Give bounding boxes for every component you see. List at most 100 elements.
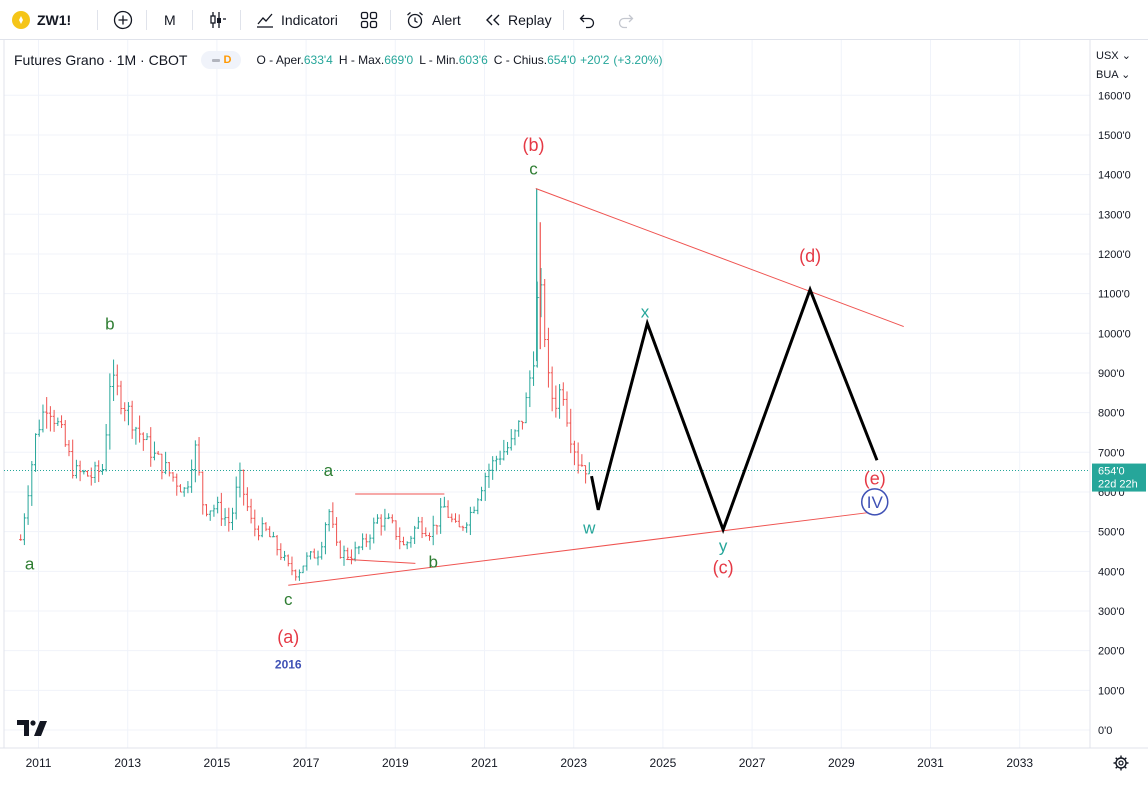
- wave-label[interactable]: (e): [864, 468, 886, 488]
- wave-label[interactable]: 2016: [275, 658, 302, 672]
- time-tick-label: 2015: [204, 756, 231, 770]
- data-status-badge[interactable]: D: [201, 51, 242, 69]
- wave-label[interactable]: (a): [277, 627, 299, 647]
- wave-label[interactable]: (b): [523, 135, 545, 155]
- change-percent: (+3.20%): [613, 53, 663, 67]
- wave-label[interactable]: a: [324, 461, 334, 480]
- last-price-tag-bg: [1092, 463, 1146, 492]
- undo-button[interactable]: [578, 0, 596, 40]
- wave-label[interactable]: a: [25, 554, 35, 573]
- chevron-down-icon: ⌄: [1121, 50, 1131, 62]
- unit-label: BUA: [1096, 69, 1119, 81]
- symbol-selector[interactable]: ZW1!: [12, 0, 71, 40]
- high-label: H - Max.: [338, 53, 385, 67]
- chart-type-button[interactable]: [208, 0, 228, 40]
- time-tick-label: 2027: [739, 756, 766, 770]
- status-dot-icon: [211, 58, 220, 62]
- plus-circle-icon: [113, 10, 133, 30]
- replay-button[interactable]: Replay: [484, 0, 552, 40]
- unit-selector[interactable]: BUA ⌄: [1096, 68, 1130, 81]
- projected-wave-path[interactable]: [590, 285, 879, 535]
- settings-gear-icon[interactable]: [1113, 755, 1129, 771]
- redo-icon: [618, 14, 634, 29]
- wave-label[interactable]: IV: [867, 493, 884, 512]
- price-tick-label: 500'0: [1098, 527, 1125, 539]
- wave-circle-marker: [861, 488, 889, 516]
- price-tick-label: 300'0: [1098, 606, 1125, 618]
- time-tick-label: 2013: [114, 756, 141, 770]
- candlestick-series: [4, 188, 1090, 581]
- chart-legend: Futures Grano · 1M · CBOT D O - Aper. 63…: [14, 50, 662, 70]
- open-value: 633'4: [303, 53, 333, 67]
- tradingview-logo: [17, 720, 47, 736]
- price-tick-label: 1600'0: [1098, 90, 1131, 102]
- toolbar-divider: [146, 10, 147, 30]
- low-value: 603'6: [458, 53, 488, 67]
- toolbar-divider: [97, 10, 98, 30]
- price-tick-label: 400'0: [1098, 566, 1125, 578]
- redo-button[interactable]: [617, 0, 635, 40]
- time-tick-label: 2017: [293, 756, 320, 770]
- price-tick-label: 700'0: [1098, 447, 1125, 459]
- high-value: 669'0: [384, 53, 414, 67]
- wave-label[interactable]: (d): [799, 246, 821, 266]
- chart-grid: [4, 40, 1090, 748]
- price-axis[interactable]: 0'0100'0200'0300'0400'0500'0600'0700'080…: [1092, 90, 1146, 737]
- wave-label[interactable]: b: [428, 552, 437, 571]
- grid-icon: [360, 11, 378, 29]
- wave-label[interactable]: x: [641, 302, 650, 321]
- trendline[interactable]: [346, 558, 416, 564]
- time-tick-label: 2025: [650, 756, 677, 770]
- indicators-button[interactable]: Indicatori: [255, 0, 338, 40]
- trendline[interactable]: [288, 511, 875, 586]
- time-tick-label: 2023: [560, 756, 587, 770]
- close-value: 654'0: [547, 53, 577, 67]
- wave-labels: a b c (a) 2016 a b (b) c w x y (c) (d) (e) IV: [25, 135, 889, 672]
- wave-label[interactable]: w: [582, 519, 596, 538]
- price-tick-label: 0'0: [1098, 725, 1112, 737]
- bar-countdown: 22d 22h: [1098, 479, 1138, 491]
- interval-button[interactable]: M: [164, 0, 176, 40]
- price-chart[interactable]: a b c (a) 2016 a b (b) c w x y (c) (d) (e) IV 0'0 100'0 2…: [0, 40, 1148, 785]
- price-tick-label: 1200'0: [1098, 249, 1131, 261]
- price-tick-label: 200'0: [1098, 646, 1125, 658]
- indicators-icon: [257, 13, 273, 28]
- alert-button[interactable]: Alert: [405, 0, 461, 40]
- currency-selector[interactable]: USX ⌄: [1096, 49, 1131, 62]
- rewind-icon: [486, 14, 500, 26]
- toolbar-divider: [192, 10, 193, 30]
- price-tick-label: 1000'0: [1098, 328, 1131, 340]
- time-tick-label: 2033: [1006, 756, 1033, 770]
- time-tick-label: 2019: [382, 756, 409, 770]
- symbol-label: ZW1!: [37, 12, 72, 28]
- low-label: L - Min.: [419, 53, 459, 67]
- price-tick-label: 1400'0: [1098, 170, 1131, 182]
- wave-label[interactable]: (c): [713, 558, 734, 578]
- candles-icon: [210, 12, 226, 28]
- wave-label[interactable]: c: [284, 590, 293, 609]
- price-tick-label: 1100'0: [1098, 289, 1130, 301]
- toolbar-divider: [390, 10, 391, 30]
- close-label: C - Chius.: [493, 53, 548, 67]
- price-tick-label: 100'0: [1098, 685, 1125, 697]
- wave-label[interactable]: c: [529, 160, 538, 179]
- top-toolbar: ZW1! M Indicatori: [0, 0, 1148, 40]
- price-tick-label: 1300'0: [1098, 209, 1131, 221]
- price-tick-label: 800'0: [1098, 408, 1125, 420]
- interval-label: M: [164, 12, 176, 28]
- symbol-logo-icon: [12, 11, 30, 29]
- price-tick-label: 1500'0: [1098, 130, 1131, 142]
- drawings: [288, 188, 904, 586]
- time-axis[interactable]: 2011 2013 2015 2017 2019 2021 2023 2025 2027 2029…: [26, 756, 1034, 770]
- compare-symbol-button[interactable]: [113, 0, 133, 40]
- layouts-button[interactable]: [360, 0, 378, 40]
- time-tick-label: 2011: [26, 756, 52, 770]
- symbol-title[interactable]: Futures Grano · 1M · CBOT: [14, 52, 188, 68]
- trendline[interactable]: [535, 188, 904, 328]
- wave-label[interactable]: b: [105, 314, 114, 333]
- alert-label: Alert: [432, 12, 461, 28]
- last-price-value: 654'0: [1098, 466, 1125, 478]
- wave-label[interactable]: y: [719, 536, 728, 555]
- price-tick-label: 900'0: [1098, 368, 1125, 380]
